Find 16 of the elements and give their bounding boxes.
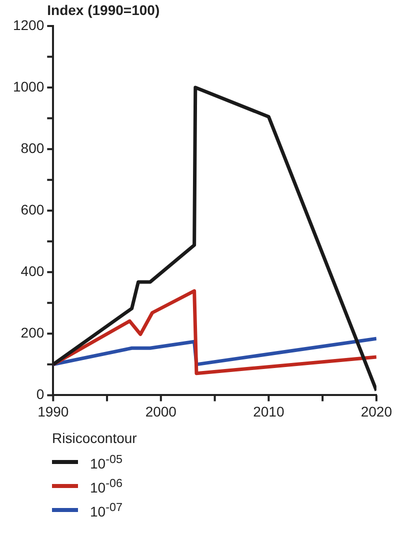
y-tick-label: 400 xyxy=(20,262,44,279)
y-tick-label: 200 xyxy=(20,324,44,341)
x-tick-label: 2000 xyxy=(145,403,177,420)
y-tick-label: 1000 xyxy=(12,78,44,94)
legend-label: 10$^{-07}$ xyxy=(90,500,122,520)
y-tick-label: 0 xyxy=(36,386,44,402)
y-tick-label: 1200 xyxy=(12,16,44,33)
y-tick-label: 600 xyxy=(20,201,44,218)
legend-label: 10$^{-05}$ xyxy=(90,452,122,472)
y-axis-title: Index (1990=100) xyxy=(47,2,160,18)
y-tick-label: 800 xyxy=(20,140,44,156)
x-tick-label: 2010 xyxy=(253,403,284,420)
x-tick-label: 2020 xyxy=(360,403,392,420)
x-tick-label: 1990 xyxy=(38,403,69,420)
legend-title: Risicocontour xyxy=(52,430,138,446)
legend-label: 10$^{-06}$ xyxy=(90,476,122,496)
